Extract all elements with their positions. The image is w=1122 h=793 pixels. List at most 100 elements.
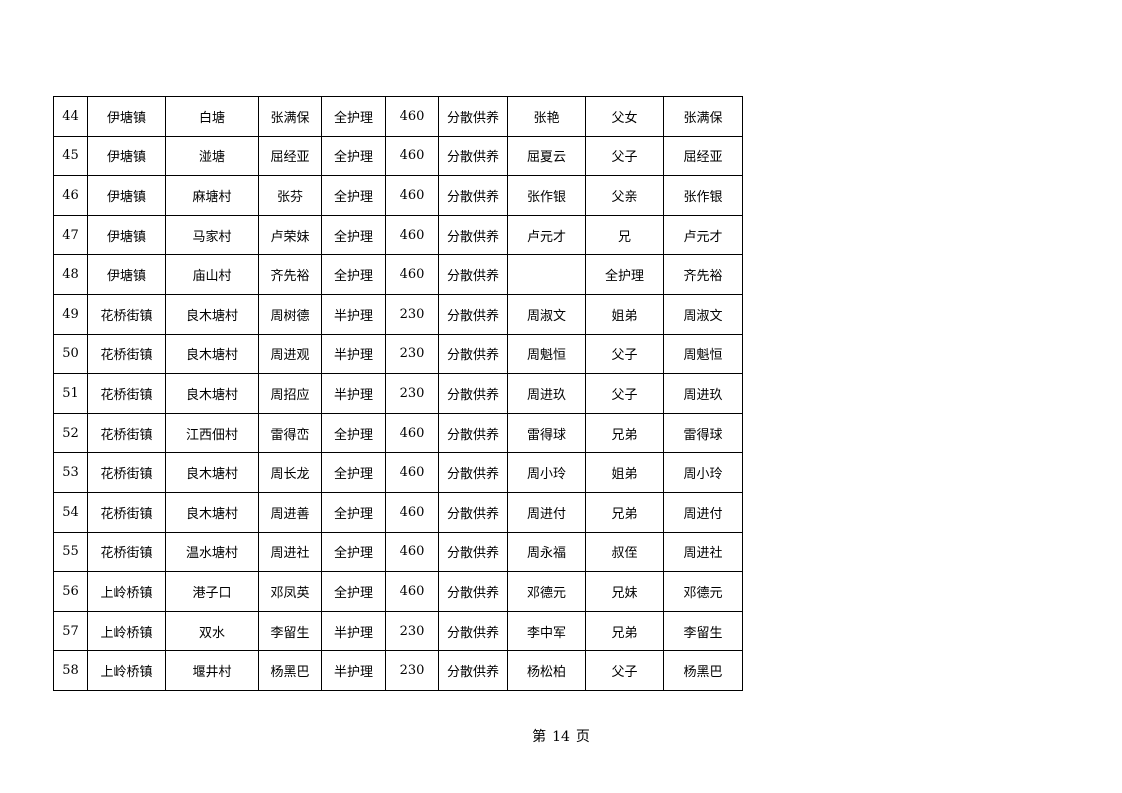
table-cell: 全护理 [321,452,386,493]
table-cell: 周进善 [258,491,322,533]
table-cell: 全护理 [585,254,664,295]
table-cell: 上岭桥镇 [87,610,166,652]
table-cell: 分散供养 [438,452,508,493]
table-row: 54 花桥街镇 良木塘村 周进善 全护理 460 分散供养 周进付 兄弟 周进付 [53,491,743,533]
table-cell: 230 [385,293,439,335]
table-cell: 全护理 [321,412,386,454]
table-cell: 花桥街镇 [87,373,166,414]
table-cell: 460 [385,412,439,454]
table-cell: 全护理 [321,96,386,137]
table-cell: 雷得峦 [258,412,322,454]
table-cell: 张作银 [663,175,743,216]
table-cell: 半护理 [321,293,386,335]
table-cell: 庙山村 [165,254,259,295]
table-cell: 张芬 [258,175,322,216]
table-cell: 花桥街镇 [87,333,166,375]
table-cell: 51 [53,373,88,414]
table-cell: 杨松柏 [507,650,586,691]
table-cell: 半护理 [321,650,386,691]
table-cell: 周进玖 [663,373,743,414]
table-cell: 张作银 [507,175,586,216]
table-cell: 周进付 [507,491,586,533]
table-cell: 全护理 [321,531,386,573]
table-cell: 雷得球 [663,412,743,454]
table-cell: 李留生 [663,610,743,652]
table-row: 47 伊塘镇 马家村 卢荣妹 全护理 460 分散供养 卢元才兄卢元才 [53,214,743,256]
table-cell: 江西佃村 [165,412,259,454]
table-cell: 张满保 [663,96,743,137]
table-cell: 460 [385,96,439,137]
table-cell: 56 [53,571,88,612]
table-cell: 周小玲 [507,452,586,493]
table-cell: 分散供养 [438,333,508,375]
table-cell: 52 [53,412,88,454]
table-cell: 邓德元 [663,571,743,612]
table-cell: 48 [53,254,88,295]
table-cell: 杨黑巴 [663,650,743,691]
table-cell: 兄 [585,214,664,256]
table-cell: 齐先裕 [258,254,322,295]
table-row: 56 上岭桥镇 港子口 邓凤英 全护理 460 分散供养 邓德元 兄妹 邓德元 [53,571,743,612]
table-cell: 全护理 [321,175,386,216]
table-cell: 分散供养 [438,254,508,295]
table-cell: 分散供养 [438,293,508,335]
table-cell: 伊塘镇 [87,254,166,295]
table-cell: 44 [53,96,88,137]
table-cell: 周魁恒 [663,333,743,375]
table-cell: 卢元才 [507,214,586,256]
table-cell: 雷得球 [507,412,586,454]
table-cell: 55 [53,531,88,573]
table-cell: 分散供养 [438,175,508,216]
table-cell: 父子 [585,373,664,414]
table-cell: 230 [385,610,439,652]
table-cell: 周进社 [258,531,322,573]
page-prefix: 第 [532,729,547,745]
table-cell: 周长龙 [258,452,322,493]
table-cell: 父子 [585,333,664,375]
page-number: 14 [552,729,570,745]
table-cell: 屈经亚 [663,135,743,177]
table-cell: 半护理 [321,610,386,652]
table-cell: 分散供养 [438,96,508,137]
table-row: 51 花桥街镇 良木塘村 周招应 半护理 230 分散供养 周进玖 父子 周进玖 [53,373,743,414]
table-cell: 460 [385,254,439,295]
table-cell: 53 [53,452,88,493]
table-cell: 父子 [585,135,664,177]
table-cell: 姐弟 [585,293,664,335]
table-cell: 良木塘村 [165,373,259,414]
table-cell: 上岭桥镇 [87,571,166,612]
table-cell: 54 [53,491,88,533]
table-cell: 马家村 [165,214,259,256]
table-cell: 全护理 [321,491,386,533]
table-cell: 屈夏云 [507,135,586,177]
table-cell: 良木塘村 [165,452,259,493]
table-cell: 周魁恒 [507,333,586,375]
table-cell: 麻塘村 [165,175,259,216]
table-cell: 上岭桥镇 [87,650,166,691]
table-cell: 伊塘镇 [87,214,166,256]
table-cell: 花桥街镇 [87,531,166,573]
table-cell: 全护理 [321,571,386,612]
table-cell: 张艳 [507,96,586,137]
table-cell: 叔侄 [585,531,664,573]
table-cell: 邓德元 [507,571,586,612]
table-cell: 兄妹 [585,571,664,612]
table-cell: 白塘 [165,96,259,137]
table-cell: 花桥街镇 [87,452,166,493]
table-cell: 周树德 [258,293,322,335]
table-cell: 周招应 [258,373,322,414]
table-cell: 伊塘镇 [87,175,166,216]
table-cell: 港子口 [165,571,259,612]
table-cell: 姐弟 [585,452,664,493]
table-row: 46 伊塘镇 麻塘村 张芬 全护理 460 分散供养 张作银 父亲 张作银 [53,175,743,216]
table-cell: 父子 [585,650,664,691]
table-cell: 邓凤英 [258,571,322,612]
table-cell: 温水塘村 [165,531,259,573]
table-cell: 半护理 [321,373,386,414]
table-cell: 分散供养 [438,571,508,612]
table-cell: 50 [53,333,88,375]
table-cell: 良木塘村 [165,333,259,375]
table-cell: 李中军 [507,610,586,652]
table-cell: 花桥街镇 [87,293,166,335]
table-row: 55 花桥街镇 温水塘村 周进社 全护理 460 分散供养 周永福 叔侄 周进社 [53,531,743,573]
